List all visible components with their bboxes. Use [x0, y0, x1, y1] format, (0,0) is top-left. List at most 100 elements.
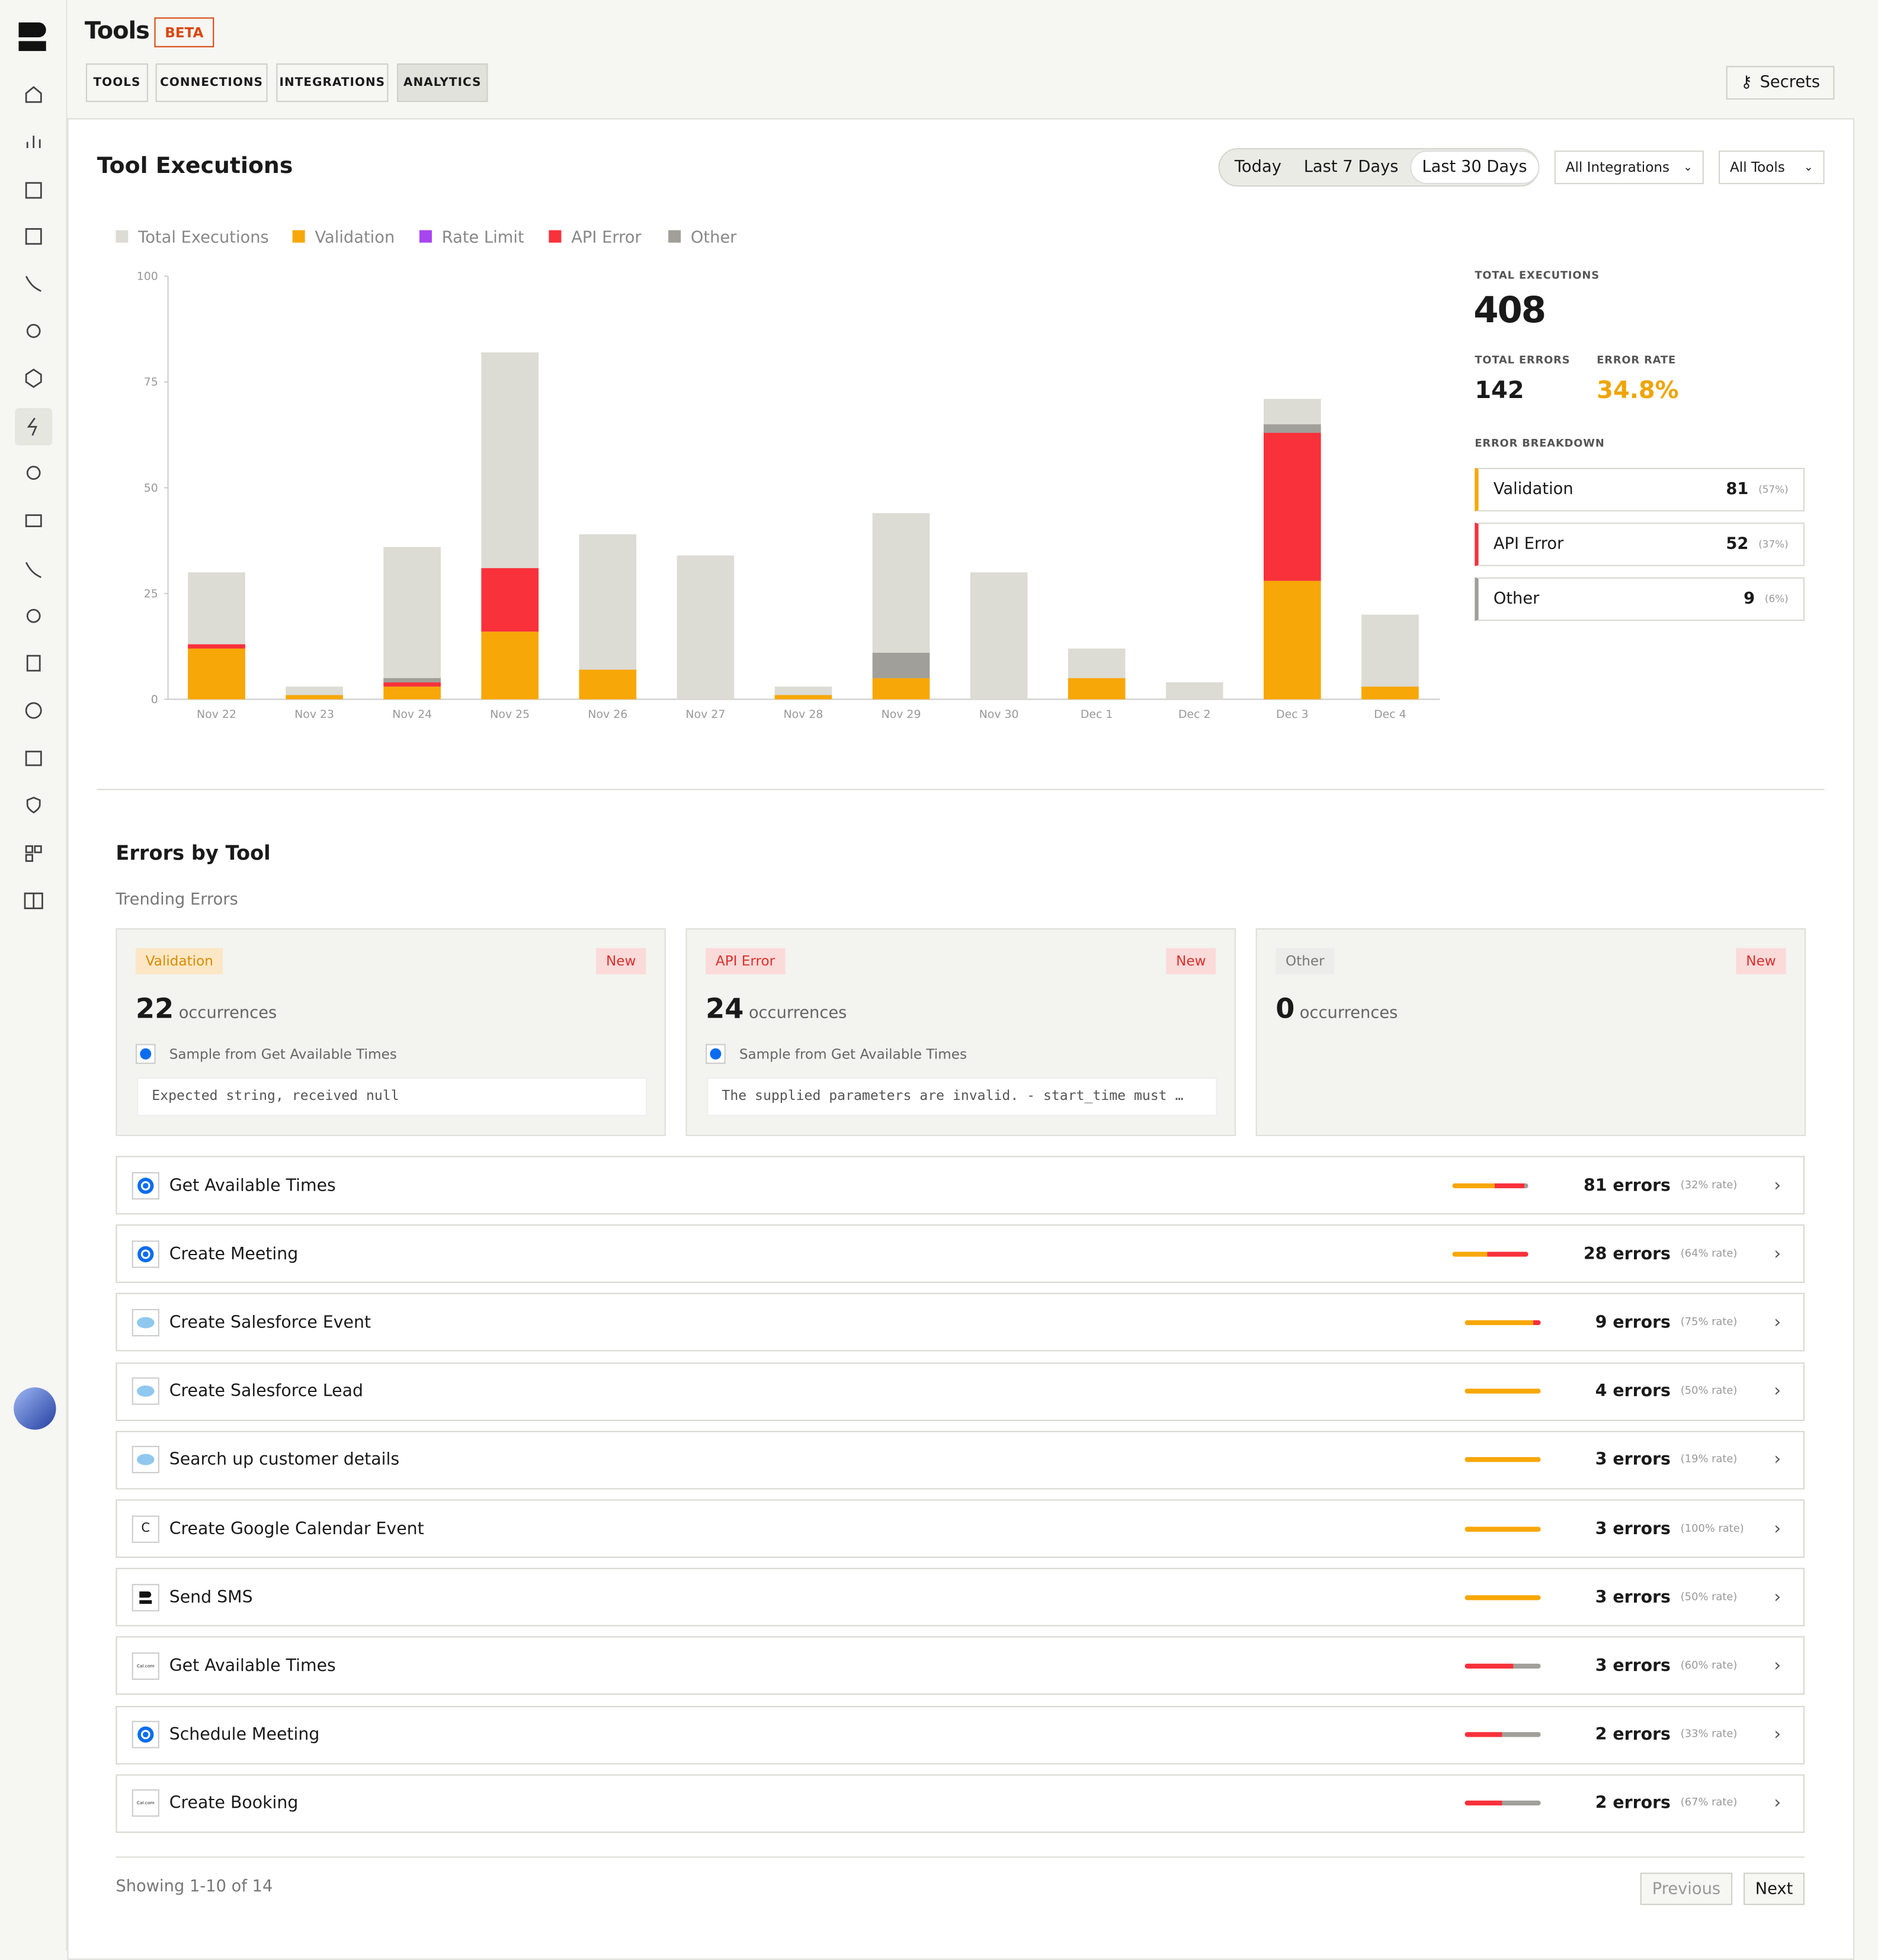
total-executions: 408	[1473, 288, 1546, 331]
tool-row[interactable]: C Create Google Calendar Event 3 errors (10…	[116, 1499, 1805, 1558]
tool-row[interactable]: Schedule Meeting 2 errors (33% rate) ›	[116, 1705, 1805, 1764]
error-count: 3 errors	[1595, 1449, 1671, 1470]
filter-dropdown[interactable]: All Tools ⌄	[1719, 150, 1825, 184]
logo	[18, 22, 46, 52]
breakdown-pct: (6%)	[1764, 594, 1789, 605]
sample-label: Sample from Get Available Times	[169, 1046, 397, 1063]
mix-segment	[1487, 1251, 1529, 1257]
bar-total	[970, 572, 1028, 700]
count: 0	[1275, 994, 1295, 1025]
avatar[interactable]	[14, 1387, 56, 1430]
filter-label: All Integrations	[1565, 159, 1670, 176]
breakdown-name: API Error	[1493, 535, 1564, 554]
chevron: ›	[1774, 1724, 1781, 1745]
chevron: ›	[1774, 1656, 1781, 1676]
legend-label: Validation	[315, 229, 395, 247]
next-button[interactable]: Next	[1744, 1872, 1805, 1906]
tool-row[interactable]: Search up customer details 3 errors (19% r…	[116, 1430, 1805, 1490]
integration-icon	[706, 1044, 726, 1064]
x-tick-label: Nov 28	[783, 708, 823, 721]
range-option[interactable]: Last 7 Days	[1303, 158, 1399, 177]
tool-row[interactable]: Send SMS 3 errors (50% rate) ›	[116, 1568, 1805, 1627]
chevron: ›	[1774, 1313, 1781, 1333]
breakdown-count: 52	[1726, 535, 1749, 554]
breakdown-item: Validation 81 (57%)	[1475, 467, 1805, 512]
range-option[interactable]: Last 30 Days	[1409, 150, 1540, 184]
bar-segment	[872, 653, 930, 678]
tab[interactable]: INTEGRATIONS	[276, 63, 389, 102]
tool-name: Create Salesforce Lead	[169, 1381, 364, 1401]
sample-label: Sample from Get Available Times	[739, 1046, 967, 1063]
section-title: Tool Executions	[97, 153, 293, 179]
tool-icon	[132, 1583, 159, 1611]
sidebar-icons	[14, 22, 56, 1430]
mix-segment	[1453, 1251, 1488, 1257]
mix-segment	[1464, 1526, 1541, 1531]
mix-segment	[1533, 1320, 1541, 1326]
tab[interactable]: ANALYTICS	[397, 63, 488, 102]
salesforce-icon	[137, 1317, 155, 1329]
bar-segment	[1361, 687, 1419, 700]
breakdown-pct: (57%)	[1758, 484, 1789, 496]
tool-name: Create Salesforce Event	[169, 1313, 371, 1333]
bar-segment	[188, 644, 245, 649]
tool-name: Create Google Calendar Event	[169, 1518, 424, 1539]
tool-row[interactable]: Cal.com Create Booking 2 errors (67% rate) ›	[116, 1774, 1805, 1833]
bar-total	[1361, 614, 1419, 700]
nav-icons	[15, 86, 53, 909]
tab[interactable]: TOOLS	[85, 63, 148, 102]
new-badge: New	[596, 948, 646, 974]
bar-total	[1165, 682, 1223, 700]
x-tick-label: Dec 2	[1178, 708, 1211, 721]
bar-total	[383, 547, 441, 700]
legend-label: Other	[691, 229, 737, 247]
tool-row[interactable]: Create Meeting 28 errors (64% rate) ›	[116, 1224, 1805, 1284]
x-tick-label: Dec 4	[1374, 708, 1406, 721]
sample-code: Expected string, received null	[137, 1077, 648, 1117]
error-rate: (64% rate)	[1680, 1247, 1738, 1260]
error-rate: (33% rate)	[1680, 1728, 1738, 1741]
range-option[interactable]: Today	[1234, 158, 1281, 177]
filter-label: All Tools	[1729, 159, 1785, 176]
tool-name: Schedule Meeting	[169, 1724, 320, 1745]
tool-icon	[132, 1721, 159, 1749]
breakdown-item: API Error 52 (37%)	[1475, 522, 1805, 566]
unit: occurrences	[1299, 1004, 1398, 1023]
bar-segment	[188, 648, 245, 700]
error-count: 2 errors	[1595, 1793, 1671, 1814]
bar-segment	[1264, 580, 1321, 700]
error-count: 9 errors	[1595, 1313, 1671, 1333]
summary-caption: TOTAL ERRORS	[1475, 354, 1571, 367]
chevron: ⌄	[1683, 161, 1693, 174]
error-count: 4 errors	[1595, 1381, 1671, 1401]
error-tag: Validation	[135, 948, 223, 974]
x-tick-label: Nov 30	[979, 708, 1019, 721]
tool-icon	[132, 1240, 159, 1268]
bar-segment	[286, 695, 343, 700]
chart: 0 25 50 75 100 Total Executions Validation Rate…	[116, 229, 1440, 721]
tool-row[interactable]: Get Available Times 81 errors (32% rate) ›	[116, 1156, 1805, 1215]
mix-segment	[1453, 1182, 1495, 1188]
beta-badge: BETA	[154, 17, 214, 47]
mix-segment	[1464, 1732, 1503, 1737]
logo-icon	[139, 1591, 152, 1604]
secrets-button[interactable]: ⚷ Secrets	[1726, 66, 1835, 100]
tool-row[interactable]: Create Salesforce Lead 4 errors (50% rate)…	[116, 1362, 1805, 1421]
error-rate: (32% rate)	[1680, 1179, 1738, 1192]
filter-dropdown[interactable]: All Integrations ⌄	[1554, 150, 1704, 184]
error-count: 28 errors	[1584, 1244, 1671, 1264]
error-rate: (60% rate)	[1680, 1660, 1738, 1673]
tab[interactable]: CONNECTIONS	[155, 63, 268, 102]
occurrences: 24 occurrences	[706, 994, 847, 1025]
new-badge: New	[1736, 948, 1786, 974]
mix-segment	[1464, 1595, 1541, 1600]
x-tick-label: Nov 26	[588, 708, 627, 721]
bar-segment	[383, 687, 441, 700]
previous-button[interactable]: Previous	[1640, 1872, 1733, 1906]
error-rate: (75% rate)	[1680, 1316, 1738, 1329]
tool-row[interactable]: Cal.com Get Available Times 3 errors (60% r…	[116, 1637, 1805, 1695]
cal-icon	[137, 1177, 154, 1194]
tool-row[interactable]: Create Salesforce Event 9 errors (75% rate…	[116, 1293, 1805, 1352]
unit: occurrences	[748, 1004, 847, 1023]
y-tick-label: 100	[137, 270, 158, 283]
